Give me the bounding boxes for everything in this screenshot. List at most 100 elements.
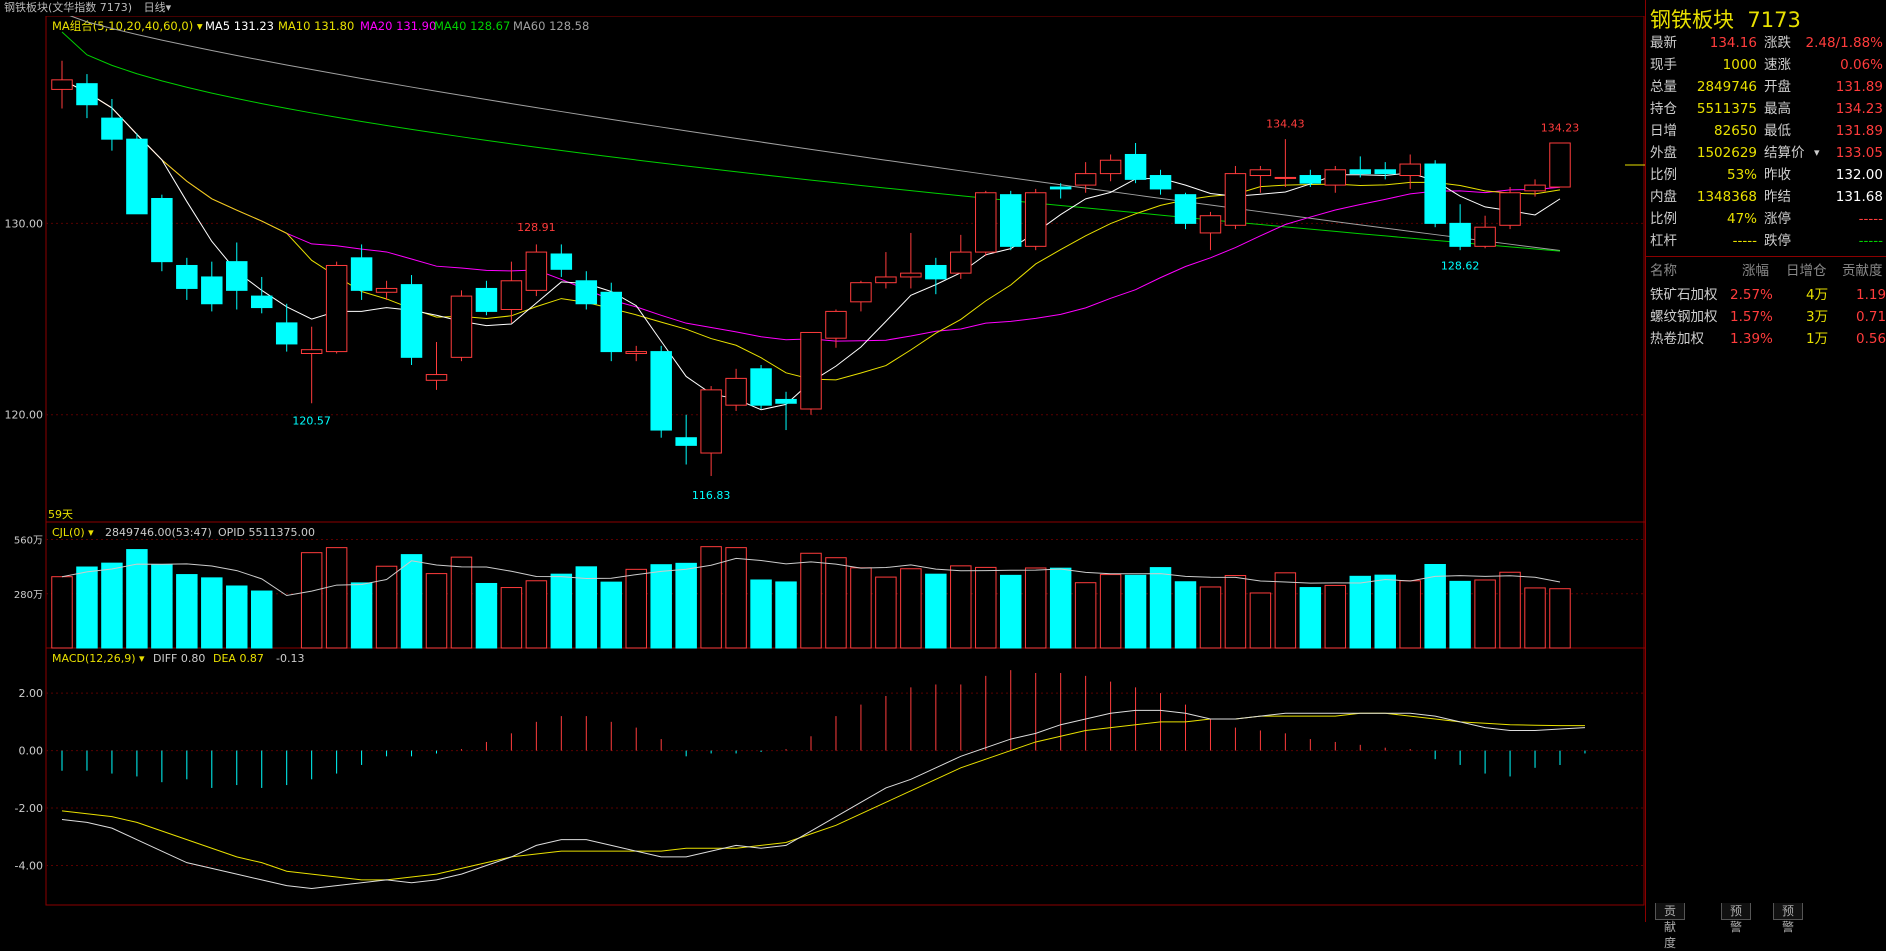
candle-up <box>975 192 997 253</box>
volume-bar <box>51 576 73 649</box>
volume-bar <box>76 566 98 649</box>
candle-up <box>375 287 398 293</box>
component-row[interactable]: 螺纹钢加权 1.57% 3万 0.71 <box>1646 306 1886 328</box>
volume-bar <box>1124 574 1147 649</box>
candle-down <box>750 368 772 406</box>
component-row[interactable]: 热卷加权 1.39% 1万 0.56 <box>1646 328 1886 350</box>
volume-bar <box>475 582 498 649</box>
tab-alert[interactable]: 预警 <box>1721 903 1752 934</box>
quote-label: 速涨 <box>1764 57 1791 73</box>
macd-legend-diff: DIFF 0.80 <box>153 652 205 665</box>
kline-chart-area[interactable]: 130.00 120.00 MA组合(5,10,20,40,60,0) ▾ MA5 1… <box>0 12 1645 918</box>
candle-up <box>1024 192 1047 247</box>
volume-bar <box>1324 584 1347 649</box>
candle-up <box>325 264 348 353</box>
quote-label: 比例 <box>1650 211 1677 227</box>
component-row[interactable]: 铁矿石加权 2.57% 4万 1.19 <box>1646 284 1886 306</box>
high-label: 128.91 <box>517 221 556 234</box>
kline-chart-svg[interactable]: 130.00 120.00 MA组合(5,10,20,40,60,0) ▾ MA5 1… <box>0 12 1645 918</box>
volume-bar <box>176 574 198 649</box>
volume-bar <box>975 566 997 649</box>
quote-row: 最新 134.16 涨跌 2.48/1.88% <box>1646 32 1886 54</box>
candle-down <box>126 138 148 215</box>
quote-value: ----- <box>1858 233 1883 249</box>
volume-tick-label: 280万 <box>14 590 43 601</box>
candle-up <box>950 251 972 274</box>
period-selector[interactable]: 日线▾ <box>143 1 172 14</box>
candle-up <box>450 295 473 358</box>
component-chg: 1.57% <box>1730 309 1773 325</box>
quote-value: 82650 <box>1714 123 1757 139</box>
component-header: 名称 涨幅 日增仓 贡献度 <box>1646 260 1886 282</box>
volume-bar <box>1474 579 1496 649</box>
candle-up <box>1249 169 1272 177</box>
candle-down <box>1049 186 1072 190</box>
quote-label: 外盘 <box>1650 145 1677 161</box>
component-col-header: 贡献度 <box>1842 263 1883 279</box>
volume-bar <box>350 582 373 649</box>
quote-value: 132.00 <box>1835 167 1883 183</box>
settle-dropdown-icon[interactable]: ▾ <box>1814 146 1820 159</box>
quote-value: 133.05 <box>1835 145 1883 161</box>
quote-row: 比例 47% 涨停 ----- <box>1646 208 1886 230</box>
macd-tick-label: -2.00 <box>15 802 43 815</box>
quote-row: 比例 53% 昨收 132.00 <box>1646 164 1886 186</box>
volume-bar <box>1374 574 1396 649</box>
volume-bar <box>800 552 822 649</box>
candle-up <box>51 79 73 90</box>
ma40-line <box>61 31 1561 252</box>
volume-bar <box>151 564 173 649</box>
volume-bar <box>375 565 398 649</box>
volume-bar <box>400 554 423 649</box>
component-oi: 3万 <box>1806 309 1829 325</box>
quote-label: 日增 <box>1650 123 1677 139</box>
day-count-label: 59天 <box>48 508 73 521</box>
quote-value: 134.16 <box>1709 35 1757 51</box>
macd-legend-label: MACD(12,26,9) ▾ <box>52 652 145 665</box>
volume-bar <box>575 566 598 649</box>
candle-down <box>675 437 697 446</box>
volume-bar <box>1049 567 1072 649</box>
tab-contribution[interactable]: 贡献度 <box>1655 903 1686 950</box>
quote-label: 跌停 <box>1764 233 1791 249</box>
quote-label: 最低 <box>1764 123 1791 139</box>
y-tick-label: 120.00 <box>5 409 44 422</box>
quote-value: 1000 <box>1722 57 1757 73</box>
candle-down <box>1174 194 1197 224</box>
quote-row: 杠杆 ----- 跌停 ----- <box>1646 230 1886 252</box>
candle-up <box>850 282 872 303</box>
candle-down <box>201 276 223 305</box>
quote-value: 131.89 <box>1835 79 1883 95</box>
volume-bar <box>625 568 647 649</box>
quote-value: 131.89 <box>1835 123 1883 139</box>
quote-row: 外盘 1502629 结算价 133.05 ▾ <box>1646 142 1886 164</box>
tab-alert-2[interactable]: 预警 <box>1773 903 1804 934</box>
candle-down <box>1349 169 1372 175</box>
candle-up <box>1524 184 1546 192</box>
quote-value: ----- <box>1732 233 1757 249</box>
candle-down <box>176 264 198 289</box>
component-name: 螺纹钢加权 <box>1650 309 1718 325</box>
component-col-header: 涨幅 <box>1742 263 1769 279</box>
candle-down <box>1149 175 1172 190</box>
candle-up <box>1224 173 1247 226</box>
ma-legend-item: MA5 131.23 <box>205 19 274 33</box>
volume-bar <box>1224 575 1247 649</box>
volume-bar <box>925 573 947 649</box>
quote-value: ----- <box>1858 211 1883 227</box>
volume-bar <box>500 587 523 649</box>
macd-tick-label: 0.00 <box>19 745 44 758</box>
macd-tick-label: -4.00 <box>15 860 43 873</box>
quote-label: 涨跌 <box>1764 35 1791 51</box>
quote-label: 总量 <box>1650 79 1677 95</box>
component-col-header: 名称 <box>1650 263 1677 279</box>
quote-panel: 钢铁板块 7173 最新 134.16 涨跌 2.48/1.88% 现手 1000 速涨 0.… <box>1645 0 1886 922</box>
candle-down <box>775 398 797 404</box>
quote-row: 持仓 5511375 最高 134.23 <box>1646 98 1886 120</box>
ma-legend-item: MA组合(5,10,20,40,60,0) ▾ <box>52 19 203 33</box>
volume-bar <box>250 590 273 649</box>
candle-down <box>76 83 98 106</box>
volume-bar <box>950 565 972 649</box>
volume-bar <box>1424 563 1446 649</box>
volume-bar <box>1074 582 1097 649</box>
